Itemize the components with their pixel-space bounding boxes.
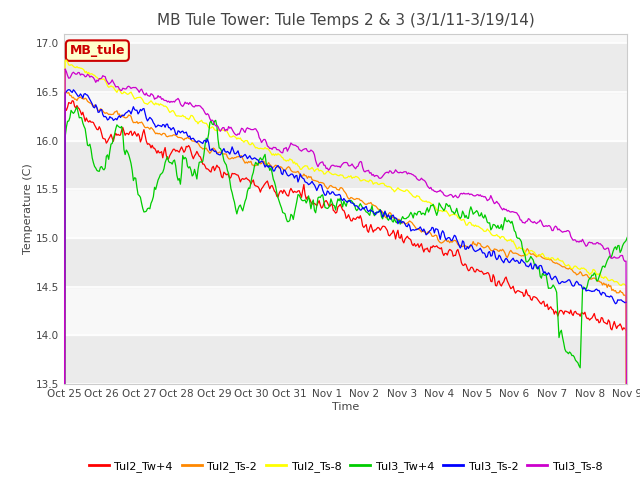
- Bar: [64, 43, 627, 92]
- Bar: [64, 92, 627, 141]
- Bar: [64, 287, 627, 336]
- Bar: [64, 336, 627, 384]
- Y-axis label: Temperature (C): Temperature (C): [23, 163, 33, 254]
- Title: MB Tule Tower: Tule Temps 2 & 3 (3/1/11-3/19/14): MB Tule Tower: Tule Temps 2 & 3 (3/1/11-…: [157, 13, 534, 28]
- X-axis label: Time: Time: [332, 402, 359, 412]
- Bar: [64, 189, 627, 238]
- Text: MB_tule: MB_tule: [70, 44, 125, 57]
- Bar: [64, 238, 627, 287]
- Bar: [64, 141, 627, 189]
- Legend: Tul2_Tw+4, Tul2_Ts-2, Tul2_Ts-8, Tul3_Tw+4, Tul3_Ts-2, Tul3_Ts-8: Tul2_Tw+4, Tul2_Ts-2, Tul2_Ts-8, Tul3_Tw…: [84, 457, 607, 477]
